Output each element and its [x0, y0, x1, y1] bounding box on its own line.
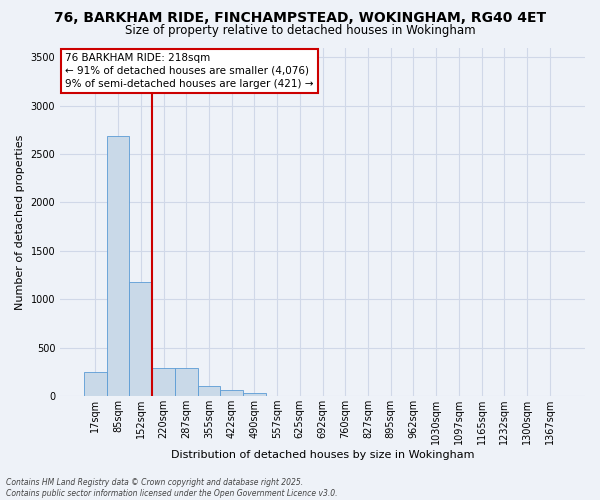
Bar — [220, 390, 243, 396]
X-axis label: Distribution of detached houses by size in Wokingham: Distribution of detached houses by size … — [171, 450, 475, 460]
Bar — [197, 386, 220, 396]
Bar — [84, 372, 107, 396]
Text: 76 BARKHAM RIDE: 218sqm
← 91% of detached houses are smaller (4,076)
9% of semi-: 76 BARKHAM RIDE: 218sqm ← 91% of detache… — [65, 52, 314, 89]
Bar — [107, 136, 130, 396]
Bar — [152, 368, 175, 396]
Text: Contains HM Land Registry data © Crown copyright and database right 2025.
Contai: Contains HM Land Registry data © Crown c… — [6, 478, 337, 498]
Bar — [243, 393, 266, 396]
Bar — [130, 282, 152, 396]
Text: 76, BARKHAM RIDE, FINCHAMPSTEAD, WOKINGHAM, RG40 4ET: 76, BARKHAM RIDE, FINCHAMPSTEAD, WOKINGH… — [54, 11, 546, 25]
Text: Size of property relative to detached houses in Wokingham: Size of property relative to detached ho… — [125, 24, 475, 37]
Bar — [175, 368, 197, 396]
Y-axis label: Number of detached properties: Number of detached properties — [15, 134, 25, 310]
